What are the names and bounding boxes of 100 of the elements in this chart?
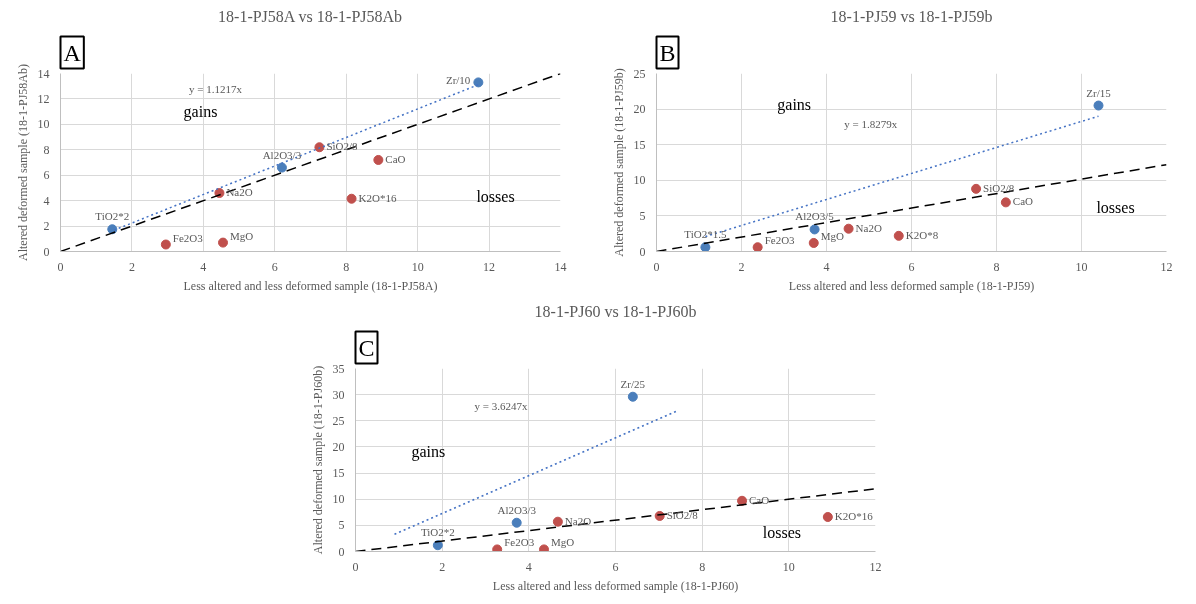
y-tick-label: 25	[332, 413, 345, 428]
annotation: gains	[411, 443, 446, 461]
y-tick-label: 20	[633, 102, 646, 117]
y-tick-label: 10	[37, 117, 50, 132]
x-tick-label: 12	[483, 259, 496, 274]
annotation: gains	[777, 95, 812, 114]
y-tick-label: 0	[43, 244, 50, 259]
x-tick-label: 10	[782, 559, 795, 574]
annotation: TiO2*1.5	[684, 228, 727, 241]
annotation: Zr/10	[445, 74, 471, 87]
point	[314, 142, 325, 153]
x-tick-label: 4	[200, 259, 207, 274]
y-tick-label: 8	[43, 142, 50, 157]
x-tick-label: 2	[439, 559, 446, 574]
point	[700, 242, 711, 252]
annotation: losses	[1096, 198, 1135, 216]
annotation: Fe2O3	[764, 234, 796, 247]
annotation: Al2O3/3	[497, 503, 537, 516]
annotation: SiO2/8	[983, 181, 1015, 194]
y-tick-label: 20	[332, 439, 345, 454]
point	[893, 230, 904, 241]
annotation: Zr/25	[620, 377, 646, 390]
x-tick-label: 6	[908, 259, 915, 274]
x-axis-title: Less altered and less deformed sample (18-1-PJ59)	[788, 278, 1035, 293]
annotation: SiO2/8	[666, 508, 699, 521]
chart-title: 18-1-PJ58A vs 18-1-PJ58Ab	[218, 7, 403, 25]
y-tick-label: 5	[639, 208, 646, 223]
y-tick-label: 4	[43, 193, 50, 208]
x-tick-label: 4	[823, 259, 830, 274]
y-tick-label: 15	[332, 466, 345, 481]
x-tick-label: 12	[1160, 259, 1173, 274]
y-tick-label: 0	[639, 244, 646, 259]
text: A	[63, 39, 82, 66]
y-tick-label: 2	[43, 219, 50, 234]
x-tick-label: 2	[128, 259, 135, 274]
annotation: MgO	[230, 229, 254, 242]
annotation: y = 3.6247x	[474, 400, 529, 413]
point	[737, 495, 748, 506]
annotation: CaO	[749, 493, 770, 506]
annotation: y = 1.8279x	[844, 118, 898, 131]
x-tick-label: 0	[653, 259, 660, 274]
x-tick-label: 2	[738, 259, 745, 274]
x-tick-label: 8	[993, 259, 1000, 274]
x-tick-label: 6	[612, 559, 619, 574]
annotation: Na2O	[564, 514, 592, 527]
x-tick-label: 4	[525, 559, 532, 574]
annotation: SiO2/8	[326, 140, 359, 153]
x-tick-label: 0	[352, 559, 359, 574]
point	[473, 77, 484, 88]
point	[1093, 100, 1104, 111]
annotation: Al2O3/5	[795, 210, 835, 223]
point	[160, 239, 171, 250]
annotation: MgO	[551, 536, 575, 549]
annotation: Al2O3/3	[262, 148, 302, 161]
x-tick-label: 6	[271, 259, 278, 274]
point	[346, 193, 357, 204]
y-axis-title: Altered deformed sample (18-1-PJ59b)	[611, 68, 626, 257]
point	[492, 544, 503, 552]
y-tick-label: 30	[332, 387, 345, 402]
point	[432, 540, 443, 551]
point	[822, 512, 833, 522]
annotation: CaO	[1012, 195, 1034, 208]
annotation: TiO2*2	[95, 210, 130, 223]
y-tick-label: 10	[332, 492, 345, 507]
annotation: y = 1.1217x	[189, 82, 243, 95]
y-tick-label: 0	[338, 544, 345, 559]
y-axis-title: Altered deformed sample (18-1-PJ58Ab)	[15, 64, 30, 261]
x-tick-label: 14	[554, 259, 567, 274]
y-tick-label: 15	[633, 137, 646, 152]
annotation: losses	[476, 188, 515, 206]
x-tick-label: 0	[57, 259, 64, 274]
annotation: losses	[762, 523, 802, 541]
point	[752, 242, 763, 252]
y-tick-label: 35	[332, 361, 345, 376]
x-axis-title: Less altered and less deformed sample (18-1-PJ60)	[492, 578, 739, 593]
annotation: Zr/15	[1086, 86, 1112, 99]
annotation: K2O*8	[905, 228, 939, 241]
x-tick-label: 12	[869, 559, 882, 574]
annotation: CaO	[385, 152, 406, 165]
chart-title: 18-1-PJ60 vs 18-1-PJ60b	[534, 302, 697, 320]
y-axis-title: Altered deformed sample (18-1-PJ60b)	[310, 365, 325, 555]
point	[218, 237, 228, 248]
annotation: MgO	[820, 229, 845, 242]
annotation: Na2O	[855, 221, 882, 234]
point	[552, 516, 563, 527]
point	[809, 224, 820, 235]
point	[373, 154, 384, 165]
x-axis-title: Less altered and less deformed sample (18-1-PJ58A)	[183, 278, 438, 293]
y-tick-label: 25	[633, 66, 646, 81]
annotation: Na2O	[226, 186, 253, 199]
x-tick-label: 8	[699, 559, 706, 574]
annotation: Fe2O3	[172, 231, 204, 244]
annotation: K2O*16	[834, 509, 874, 522]
x-tick-label: 10	[411, 259, 424, 274]
point	[971, 183, 982, 194]
point	[627, 391, 638, 402]
chart-title: 18-1-PJ59 vs 18-1-PJ59b	[830, 7, 993, 25]
annotation: gains	[183, 102, 218, 121]
point	[843, 223, 854, 234]
point	[107, 224, 118, 235]
